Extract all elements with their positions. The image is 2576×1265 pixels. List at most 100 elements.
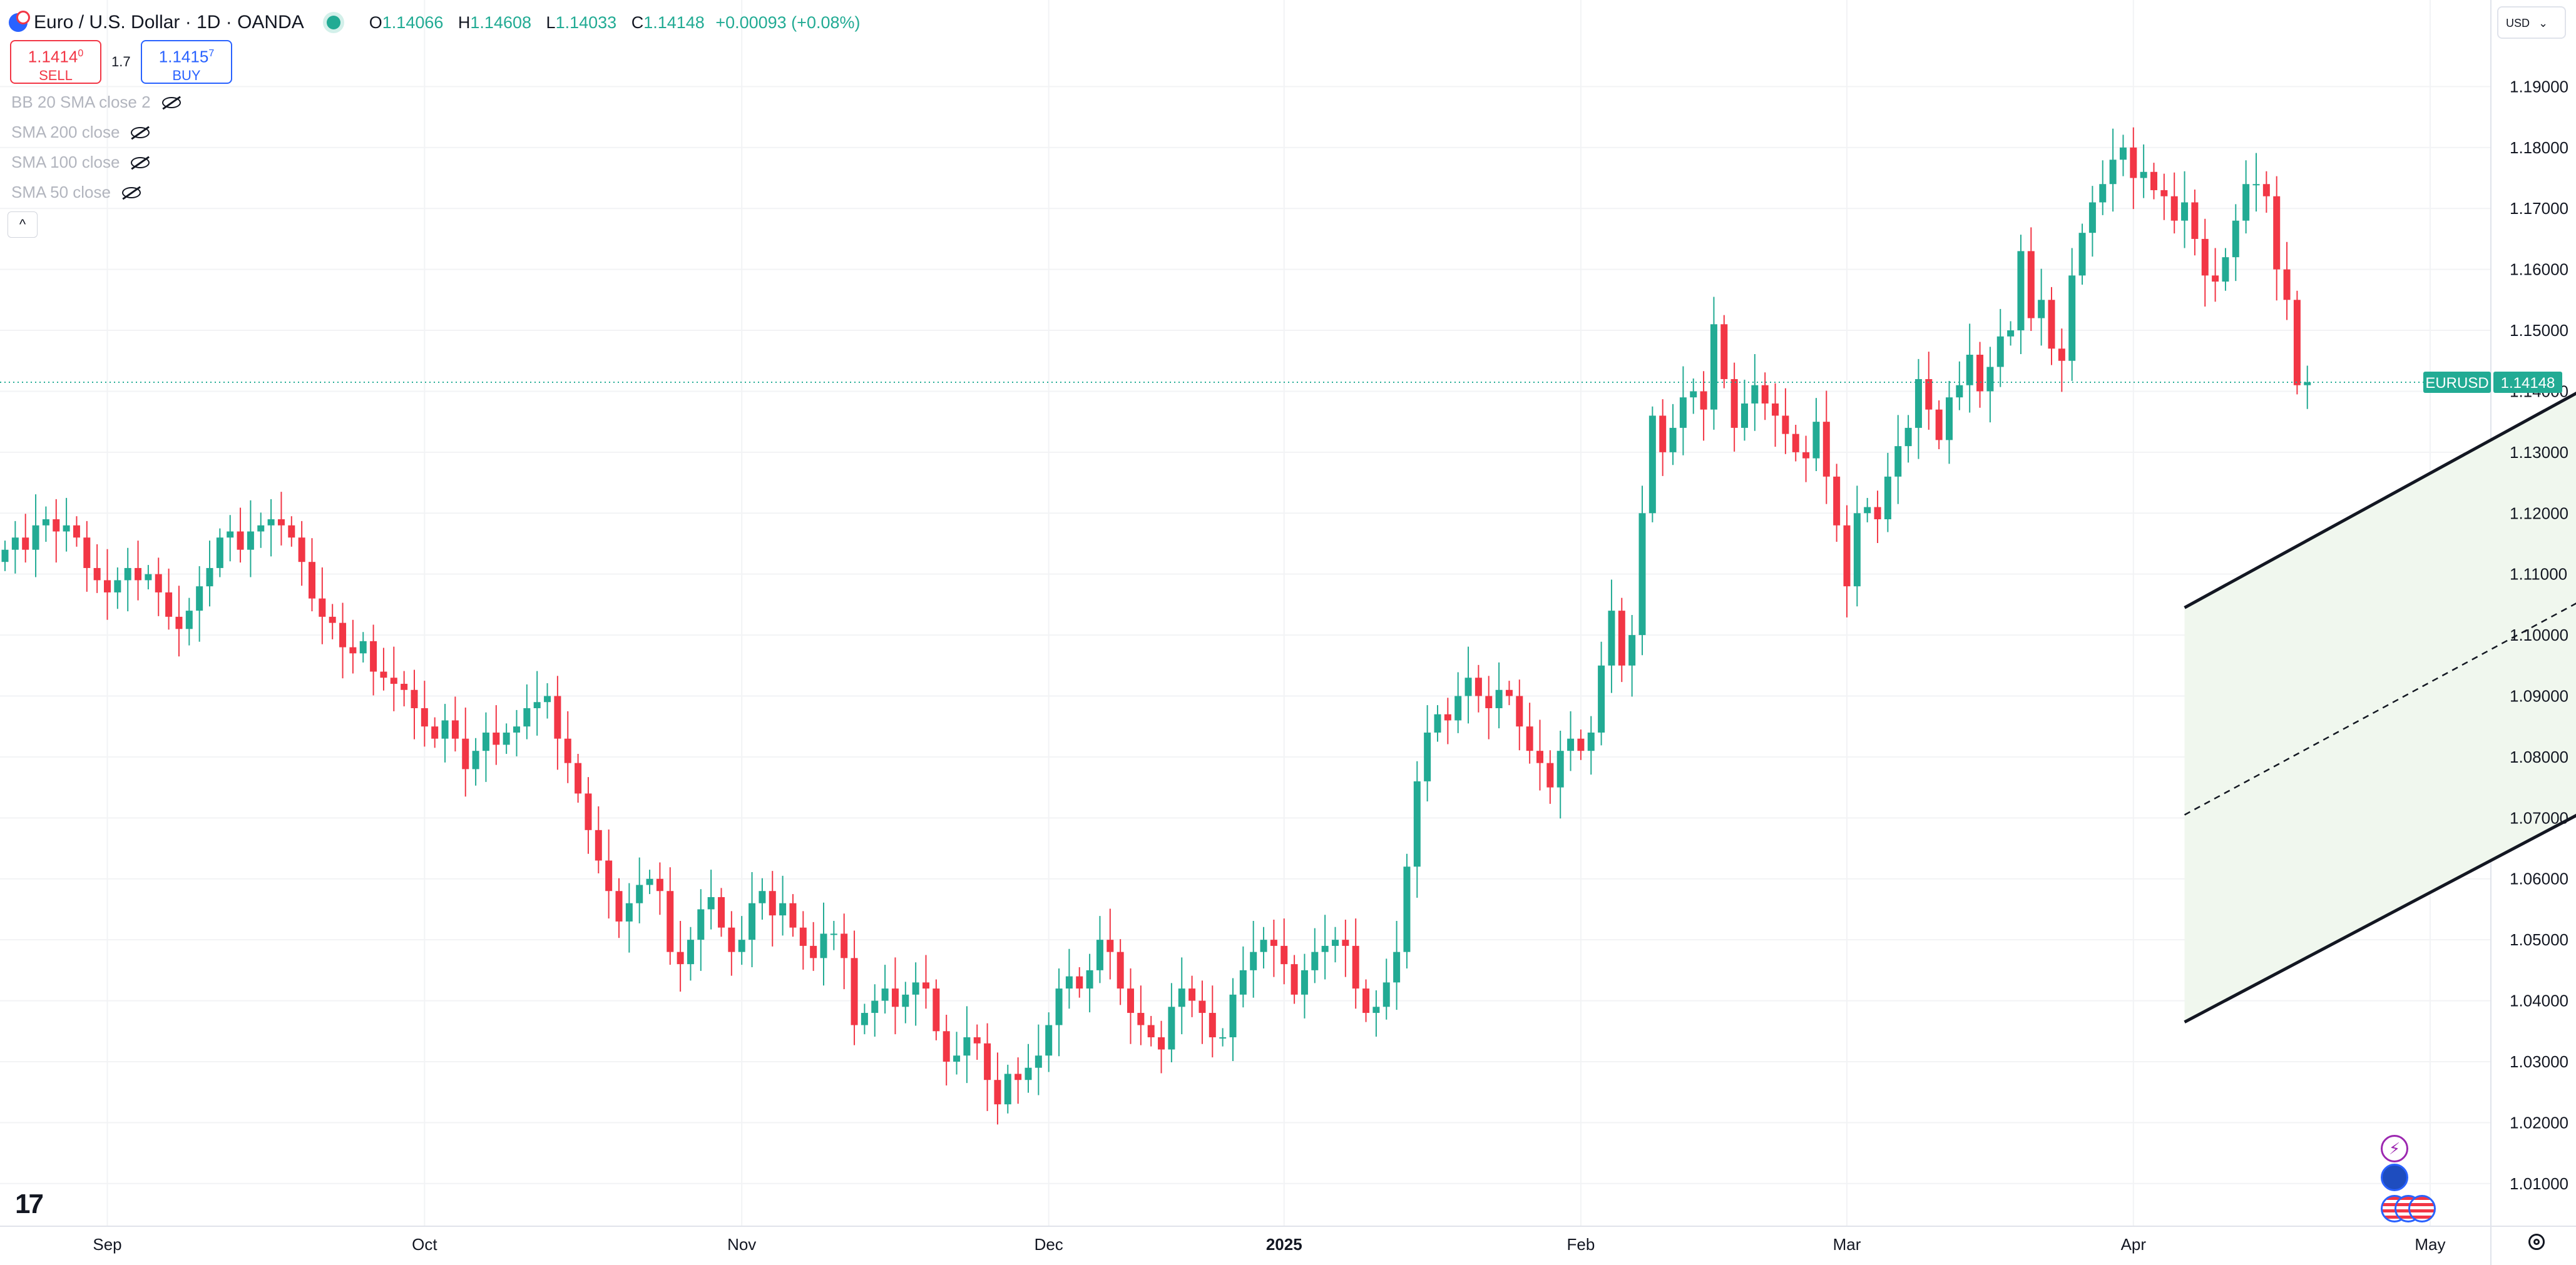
candle-body <box>1925 378 1933 410</box>
candle-body <box>1158 1037 1165 1050</box>
price-tick-label: 1.15000 <box>2510 321 2568 340</box>
candle-body <box>1045 1025 1053 1056</box>
euro-usd-symbol-icon <box>9 11 30 32</box>
candle-body <box>2068 275 2076 361</box>
us-flag-event-icon[interactable] <box>2408 1195 2436 1222</box>
candle-body <box>277 519 285 526</box>
candle-body <box>390 678 397 684</box>
candle-body <box>749 903 756 940</box>
candle-body <box>1516 696 1523 727</box>
currency-select[interactable]: USD ⌄ <box>2497 6 2566 39</box>
candle-body <box>493 732 500 745</box>
indicator-sma100[interactable]: SMA 100 close <box>11 153 150 172</box>
buy-label: BUY <box>172 67 201 83</box>
candle-body <box>779 903 787 916</box>
candle-body <box>1505 689 1513 696</box>
candle-body <box>1260 940 1267 952</box>
candle-body <box>1444 714 1451 721</box>
candle-body <box>1342 940 1349 946</box>
candle-body <box>881 988 889 1001</box>
candle-body <box>1454 696 1462 721</box>
buy-button[interactable]: 1.14157 BUY <box>141 40 232 84</box>
candle-body <box>1894 446 1902 477</box>
candle-body <box>1025 1067 1032 1080</box>
gear-icon[interactable] <box>2528 1234 2545 1250</box>
collapse-indicators-button[interactable]: ^ <box>8 211 38 238</box>
hidden-eye-icon[interactable] <box>161 96 181 108</box>
hidden-eye-icon[interactable] <box>131 126 150 138</box>
candle-body <box>1618 611 1625 666</box>
tradingview-logo-icon[interactable]: 17 <box>15 1189 44 1219</box>
candle-body <box>1996 336 2004 367</box>
candle-body <box>329 616 336 623</box>
candle-body <box>22 537 29 550</box>
candle-body <box>1700 391 1707 410</box>
candle-body <box>1946 397 1953 440</box>
candle-body <box>984 1043 991 1080</box>
hidden-eye-icon[interactable] <box>121 186 141 198</box>
candle-body <box>943 1031 950 1062</box>
time-tick-label: Feb <box>1567 1235 1595 1254</box>
candle-body <box>923 982 929 989</box>
hidden-eye-icon[interactable] <box>131 156 150 168</box>
candle-body <box>63 525 70 532</box>
candle-body <box>1843 525 1851 587</box>
indicator-sma200[interactable]: SMA 200 close <box>11 123 150 142</box>
sell-button[interactable]: 1.14140 SELL <box>10 40 101 84</box>
candle-body <box>1250 952 1257 970</box>
candle-body <box>1833 476 1841 526</box>
candle-body <box>1690 391 1697 398</box>
candle-body <box>933 988 940 1032</box>
price-tick-label: 1.10000 <box>2510 626 2568 644</box>
candle-body <box>2293 300 2301 385</box>
candle-body <box>185 611 193 629</box>
candle-body <box>1761 385 1769 404</box>
candle-body <box>83 537 91 568</box>
price-tick-label: 1.06000 <box>2510 870 2568 888</box>
time-tick-label: Apr <box>2121 1235 2147 1254</box>
candle-body <box>544 696 551 703</box>
candle-body <box>646 878 653 885</box>
candle-body <box>1853 513 1861 587</box>
candle-body <box>820 933 827 958</box>
indicator-bb[interactable]: BB 20 SMA close 2 <box>11 93 181 112</box>
candle-body <box>564 738 571 763</box>
candle-body <box>247 531 254 550</box>
symbol-title[interactable]: Euro / U.S. Dollar · 1D · OANDA <box>34 12 304 33</box>
high-label: H <box>457 13 471 32</box>
candle-body <box>1598 665 1605 733</box>
price-tick-label: 1.16000 <box>2510 260 2568 279</box>
candle-body <box>2130 147 2137 178</box>
candle-body <box>2273 196 2281 270</box>
candle-body <box>462 738 469 770</box>
candle-body <box>1393 952 1401 983</box>
open-value: 1.14066 <box>382 13 444 32</box>
candle-body <box>2038 300 2045 318</box>
candle-body <box>2170 196 2178 221</box>
candle-body <box>1772 403 1779 416</box>
candle-body <box>1587 732 1595 751</box>
low-value: 1.14033 <box>555 13 617 32</box>
indicator-sma50[interactable]: SMA 50 close <box>11 183 141 202</box>
candle-body <box>165 592 173 617</box>
time-tick-label: Oct <box>412 1235 437 1254</box>
candle-body <box>1065 976 1073 989</box>
price-tick-label: 1.07000 <box>2510 808 2568 827</box>
candle-body <box>769 891 776 916</box>
lightning-event-icon[interactable]: ⚡ <box>2381 1135 2408 1162</box>
candle-body <box>1270 940 1277 946</box>
candle-body <box>2212 275 2219 282</box>
candle-body <box>411 689 418 708</box>
candle-body <box>585 793 592 830</box>
channel-lower-line <box>2184 813 2576 1024</box>
candle-body <box>472 751 479 770</box>
candle-body <box>759 891 766 903</box>
candle-body <box>707 897 715 910</box>
candle-body <box>841 933 848 958</box>
candle-body <box>697 909 705 940</box>
eu-flag-event-icon[interactable] <box>2381 1164 2408 1191</box>
candle-body <box>2088 202 2096 233</box>
candle-body <box>298 537 305 562</box>
candle-body <box>1904 427 1912 447</box>
